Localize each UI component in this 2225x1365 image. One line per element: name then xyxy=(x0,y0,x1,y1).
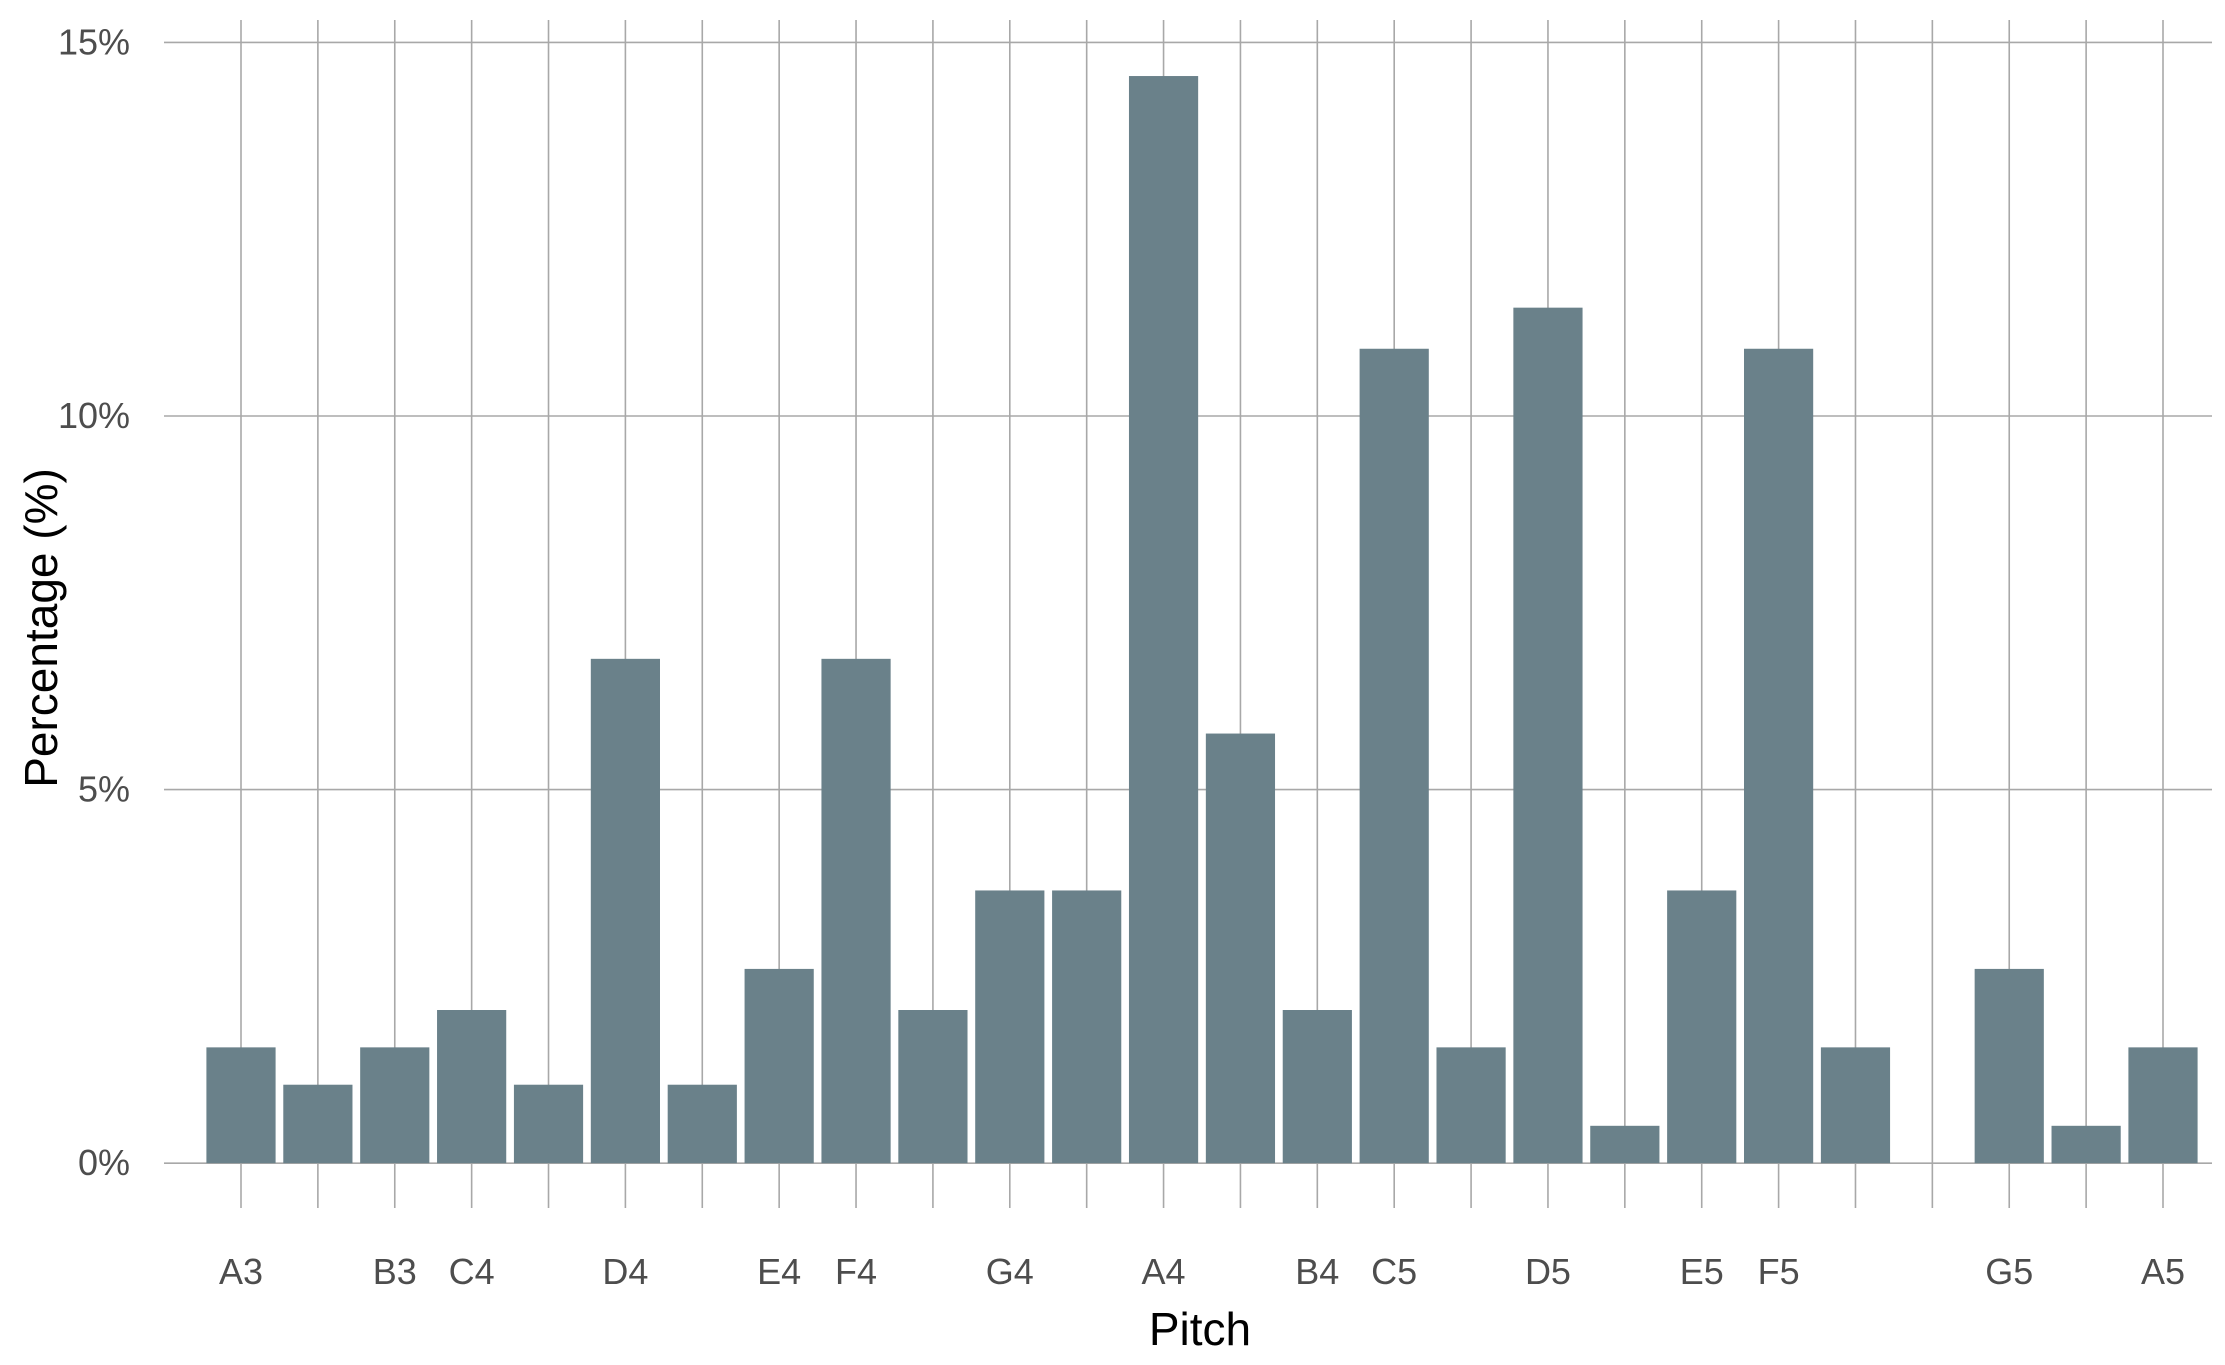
bar xyxy=(513,1084,584,1164)
x-tick-label: C5 xyxy=(1371,1251,1417,1292)
bar xyxy=(1359,348,1429,1164)
x-tick-label: F5 xyxy=(1758,1251,1800,1292)
bar xyxy=(1128,76,1199,1164)
bar xyxy=(1590,1125,1660,1164)
bar xyxy=(821,658,891,1164)
x-axis-title: Pitch xyxy=(1149,1303,1251,1355)
x-tick-label: G4 xyxy=(986,1251,1034,1292)
y-tick-label: 10% xyxy=(58,395,130,436)
x-tick-label: E5 xyxy=(1680,1251,1724,1292)
x-tick-label: B4 xyxy=(1295,1251,1339,1292)
bar xyxy=(1820,1047,1891,1164)
x-tick-label: A5 xyxy=(2141,1251,2185,1292)
y-axis-title: Percentage (%) xyxy=(15,468,67,788)
bar-layer xyxy=(206,76,2198,1164)
x-tick-label: A4 xyxy=(1142,1251,1186,1292)
bar xyxy=(1205,733,1276,1164)
bar xyxy=(360,1047,430,1164)
bar xyxy=(590,658,660,1164)
y-axis-ticks: 0% 5% 10% 15% xyxy=(58,21,130,1183)
bar xyxy=(2128,1047,2198,1164)
x-tick-label: C4 xyxy=(449,1251,495,1292)
bar xyxy=(1667,890,1737,1164)
y-tick-label: 5% xyxy=(78,769,130,810)
bar xyxy=(667,1084,737,1164)
bar xyxy=(437,1010,507,1164)
y-tick-label: 15% xyxy=(58,21,130,62)
x-tick-label: F4 xyxy=(835,1251,877,1292)
bar xyxy=(1744,348,1814,1164)
bar xyxy=(1513,307,1583,1164)
bar xyxy=(975,890,1045,1164)
x-tick-label: E4 xyxy=(757,1251,801,1292)
bar xyxy=(1282,1010,1352,1164)
y-tick-label: 0% xyxy=(78,1142,130,1183)
x-tick-label: D5 xyxy=(1525,1251,1571,1292)
x-tick-label: G5 xyxy=(1985,1251,2033,1292)
bar xyxy=(1436,1047,1506,1164)
x-axis-ticks: A3 B3 C4 D4 E4 F4 G4 A4 B4 C5 D5 E5 F5 G5 A5 xyxy=(219,1251,2185,1292)
bar xyxy=(2051,1125,2121,1164)
bar xyxy=(283,1084,353,1164)
x-tick-label: B3 xyxy=(373,1251,417,1292)
bar xyxy=(1974,968,2044,1164)
bar xyxy=(206,1047,276,1164)
x-tick-label: A3 xyxy=(219,1251,263,1292)
x-tick-label: D4 xyxy=(602,1251,648,1292)
bar xyxy=(898,1010,968,1164)
bar xyxy=(744,968,814,1164)
bar xyxy=(1052,890,1122,1164)
